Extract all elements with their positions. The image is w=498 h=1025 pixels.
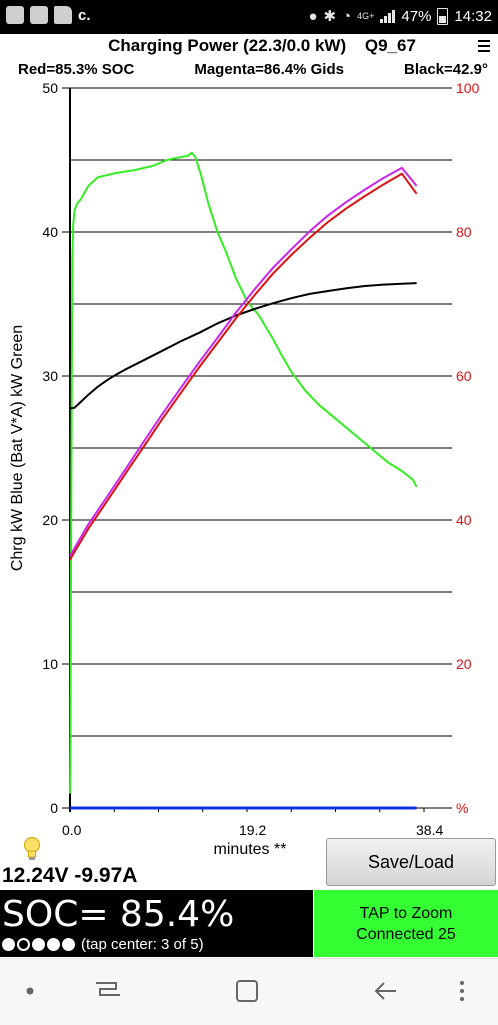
chart-title-row: Charging Power (22.3/0.0 kW) Q9_67	[0, 36, 498, 56]
x-tick-label: 38.4	[416, 822, 443, 838]
chart-title: Charging Power (22.3/0.0 kW)	[108, 36, 347, 55]
series-black-line	[69, 282, 417, 410]
battery-percent: 47%	[401, 7, 432, 25]
y-left-tick-label: 30	[42, 368, 58, 384]
x-axis-label: minutes **	[214, 841, 287, 858]
legend-line: Red=85.3% SOC Magenta=86.4% Gids Black=4…	[18, 61, 488, 78]
tap-hint: (tap center: 3 of 5)	[81, 936, 204, 953]
folder-icon	[54, 6, 72, 24]
y-right-tick-label: 40	[456, 512, 472, 528]
y-left-tick-label: 0	[50, 800, 58, 816]
y-left-tick-label: 40	[42, 224, 58, 240]
pay-icon	[6, 6, 24, 24]
network-type: 4G+	[357, 11, 375, 21]
bluetooth-icon: ✱	[323, 8, 337, 25]
y-right-tick-label: 60	[456, 368, 472, 384]
alarm-icon: ◔	[342, 7, 352, 25]
recent-apps-icon[interactable]	[96, 982, 120, 996]
back-icon[interactable]	[374, 982, 396, 1000]
y-right-tick-label: 80	[456, 224, 472, 240]
status-bar: c. ● ✱ ◔ 4G+ 47% 14:32	[0, 0, 498, 34]
soc-value: SOC= 85.4%	[2, 894, 235, 935]
page-indicator: (tap center: 3 of 5)	[2, 936, 204, 953]
series-green-line	[69, 151, 418, 794]
menu-icon[interactable]	[478, 40, 490, 54]
signal-icon	[380, 9, 396, 23]
y-right-tick-label: %	[456, 800, 468, 816]
more-icon[interactable]	[460, 981, 464, 1001]
carrier-label: c.	[78, 6, 91, 24]
save-load-button[interactable]: Save/Load	[326, 838, 496, 886]
tap-to-zoom-button[interactable]: TAP to Zoom Connected 25	[314, 890, 498, 957]
location-icon: ●	[308, 7, 318, 25]
y-left-tick-label: 10	[42, 656, 58, 672]
navigation-bar	[0, 958, 498, 1025]
y-axis-label: Chrg kW Blue (Bat V*A) kW Green	[9, 325, 26, 571]
home-icon[interactable]	[236, 980, 258, 1002]
clock: 14:32	[454, 7, 492, 25]
page-dot-2	[17, 938, 30, 951]
voltage-current: 12.24V -9.97A	[2, 864, 138, 887]
lightbulb-icon[interactable]	[22, 836, 42, 864]
y-right-tick-label: 20	[456, 656, 472, 672]
page-dot-5	[62, 938, 75, 951]
legend-magenta: Magenta=86.4% Gids	[194, 61, 344, 78]
soc-panel[interactable]: SOC= 85.4% (tap center: 3 of 5)	[0, 890, 313, 957]
y-left-tick-label: 20	[42, 512, 58, 528]
y-right-tick-label: 100	[456, 80, 480, 96]
connected-label: Connected 25	[356, 925, 456, 943]
x-tick-label: 0.0	[62, 822, 82, 838]
nav-dot-icon[interactable]	[26, 987, 34, 995]
page-dot-3	[32, 938, 45, 951]
battery-icon	[437, 7, 449, 25]
gallery-icon	[30, 6, 48, 24]
page-dot-4	[47, 938, 60, 951]
legend-black: Black=42.9°	[404, 61, 488, 78]
series-magenta-line	[69, 166, 418, 557]
zoom-label: TAP to Zoom	[359, 904, 453, 922]
page-dot-1	[2, 938, 15, 951]
chart-id: Q9_67	[364, 36, 416, 55]
x-tick-label: 19.2	[239, 822, 266, 838]
y-left-tick-label: 50	[42, 80, 58, 96]
charging-chart[interactable]: 0 10 20 30 40 50% 20 40 60 80 100 0.0 19.2 38.4 minute…	[0, 80, 498, 870]
legend-red: Red=85.3% SOC	[18, 61, 135, 78]
series-red-line	[69, 172, 418, 561]
